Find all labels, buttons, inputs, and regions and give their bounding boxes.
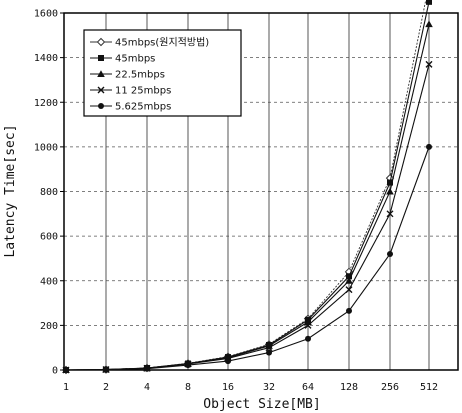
data-point (185, 362, 191, 369)
legend-entry: 45mbps(원지적방법) (90, 37, 209, 49)
y-axis-ticks: 0 200 400 600 800 1000 1200 1400 1600 (34, 9, 64, 377)
series-line (65, 146, 430, 371)
x-axis-title: Object Size[MB] (203, 397, 320, 412)
data-point (304, 321, 312, 329)
x-tick-label: 4 (144, 382, 150, 393)
data-point (103, 366, 109, 373)
data-point (265, 344, 273, 352)
y-axis-title: Latency Time[sec] (3, 124, 18, 257)
x-tick-label: 8 (185, 382, 191, 393)
legend-entry: 45mbps (90, 54, 155, 65)
data-point (426, 143, 432, 150)
legend-label: 22.5mbps (115, 70, 165, 81)
series-5 (63, 143, 432, 373)
data-point (386, 210, 394, 218)
y-tick-label: 1000 (34, 142, 58, 153)
data-point (425, 20, 433, 28)
legend-entry: 22.5mbps (90, 70, 165, 81)
data-point (425, 60, 433, 68)
x-tick-label: 512 (420, 382, 438, 393)
y-tick-label: 1200 (34, 98, 58, 109)
legend-label: 45mbps (115, 54, 155, 65)
x-tick-label: 2 (103, 382, 109, 393)
data-point (426, 0, 432, 5)
x-tick-label: 1 (63, 382, 69, 393)
legend: 45mbps(원지적방법) 45mbps 22.5mbps 11 25mbps 5.62… (83, 29, 242, 117)
legend-box (83, 29, 242, 117)
x-axis-ticks: 1 2 4 8 16 32 64 128 256 512 (63, 382, 438, 393)
legend-label: 45mbps(원지적방법) (115, 37, 209, 49)
legend-entry: 5.625mbps (90, 102, 171, 113)
data-point (98, 55, 104, 61)
data-point (63, 367, 69, 373)
data-point (97, 86, 105, 94)
data-point (97, 70, 105, 77)
y-tick-label: 200 (40, 321, 58, 332)
x-tick-label: 32 (263, 382, 275, 393)
data-point (346, 273, 352, 280)
data-point (305, 335, 311, 342)
legend-label: 5.625mbps (115, 102, 171, 113)
y-tick-label: 800 (40, 187, 58, 198)
legend-label: 11 25mbps (115, 86, 171, 97)
data-point (96, 37, 106, 47)
data-point (225, 358, 231, 365)
y-tick-label: 400 (40, 276, 58, 287)
data-point (345, 286, 353, 294)
x-tick-label: 64 (302, 382, 314, 393)
data-point (266, 349, 272, 356)
y-tick-label: 1400 (34, 53, 58, 64)
y-tick-label: 0 (52, 366, 58, 377)
series-layer (61, 0, 433, 375)
data-point (386, 187, 394, 195)
data-point (387, 179, 393, 186)
y-tick-label: 1600 (34, 9, 58, 20)
data-point (98, 103, 104, 109)
data-point (346, 307, 352, 314)
legend-entry: 11 25mbps (90, 86, 171, 97)
data-point (387, 250, 393, 257)
x-tick-label: 128 (340, 382, 358, 393)
x-tick-label: 256 (381, 382, 399, 393)
y-tick-label: 600 (40, 232, 58, 243)
x-tick-label: 16 (222, 382, 234, 393)
data-point (345, 276, 353, 284)
data-point (144, 365, 150, 372)
